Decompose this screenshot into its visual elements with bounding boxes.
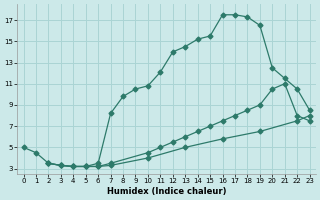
X-axis label: Humidex (Indice chaleur): Humidex (Indice chaleur) xyxy=(107,187,226,196)
